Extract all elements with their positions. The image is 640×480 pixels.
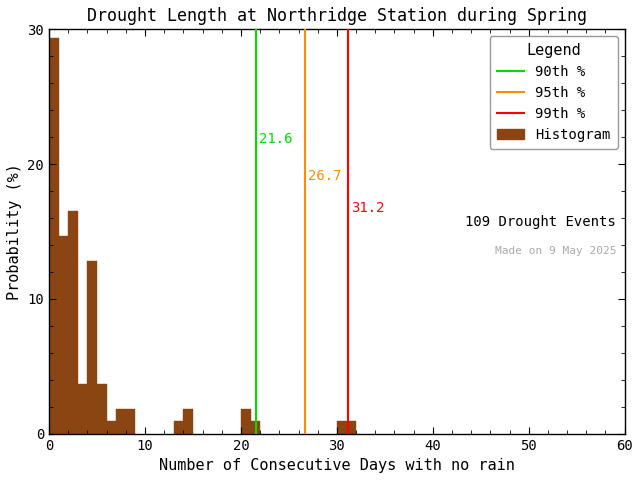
Bar — [251, 421, 260, 433]
Bar — [88, 261, 97, 433]
Bar — [116, 409, 126, 433]
Bar — [49, 38, 59, 433]
Bar — [68, 211, 78, 433]
Bar — [59, 236, 68, 433]
Bar — [97, 384, 107, 433]
Title: Drought Length at Northridge Station during Spring: Drought Length at Northridge Station dur… — [87, 7, 587, 25]
Text: 21.6: 21.6 — [259, 132, 292, 146]
Bar — [184, 409, 193, 433]
Y-axis label: Probability (%): Probability (%) — [7, 163, 22, 300]
Text: 109 Drought Events: 109 Drought Events — [465, 216, 616, 229]
Bar — [126, 409, 136, 433]
Bar — [174, 421, 184, 433]
Text: 31.2: 31.2 — [351, 201, 385, 215]
X-axis label: Number of Consecutive Days with no rain: Number of Consecutive Days with no rain — [159, 458, 515, 473]
Legend: 90th %, 95th %, 99th %, Histogram: 90th %, 95th %, 99th %, Histogram — [490, 36, 618, 149]
Bar — [241, 409, 251, 433]
Bar — [337, 421, 346, 433]
Text: Made on 9 May 2025: Made on 9 May 2025 — [495, 246, 616, 256]
Bar — [78, 384, 88, 433]
Text: 26.7: 26.7 — [308, 169, 342, 183]
Bar — [346, 421, 356, 433]
Bar — [107, 421, 116, 433]
